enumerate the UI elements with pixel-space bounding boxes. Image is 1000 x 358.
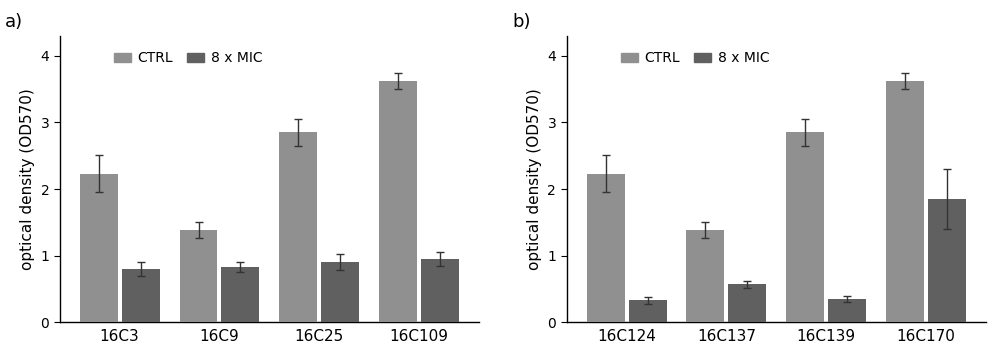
Y-axis label: optical density (OD570): optical density (OD570) [20,88,35,270]
Legend: CTRL, 8 x MIC: CTRL, 8 x MIC [109,46,268,71]
Bar [421,259,459,322]
Bar [629,300,667,322]
Text: b): b) [512,13,531,31]
Bar [928,199,966,322]
Bar [180,230,217,322]
Bar [587,174,625,322]
Bar [122,269,160,322]
Bar [828,299,866,322]
Y-axis label: optical density (OD570): optical density (OD570) [527,88,542,270]
Bar [728,284,766,322]
Legend: CTRL, 8 x MIC: CTRL, 8 x MIC [616,46,775,71]
Bar [786,132,824,322]
Bar [221,267,259,322]
Bar [886,81,924,322]
Text: a): a) [5,13,23,31]
Bar [379,81,417,322]
Bar [321,262,359,322]
Bar [279,132,317,322]
Bar [686,230,724,322]
Bar [80,174,118,322]
